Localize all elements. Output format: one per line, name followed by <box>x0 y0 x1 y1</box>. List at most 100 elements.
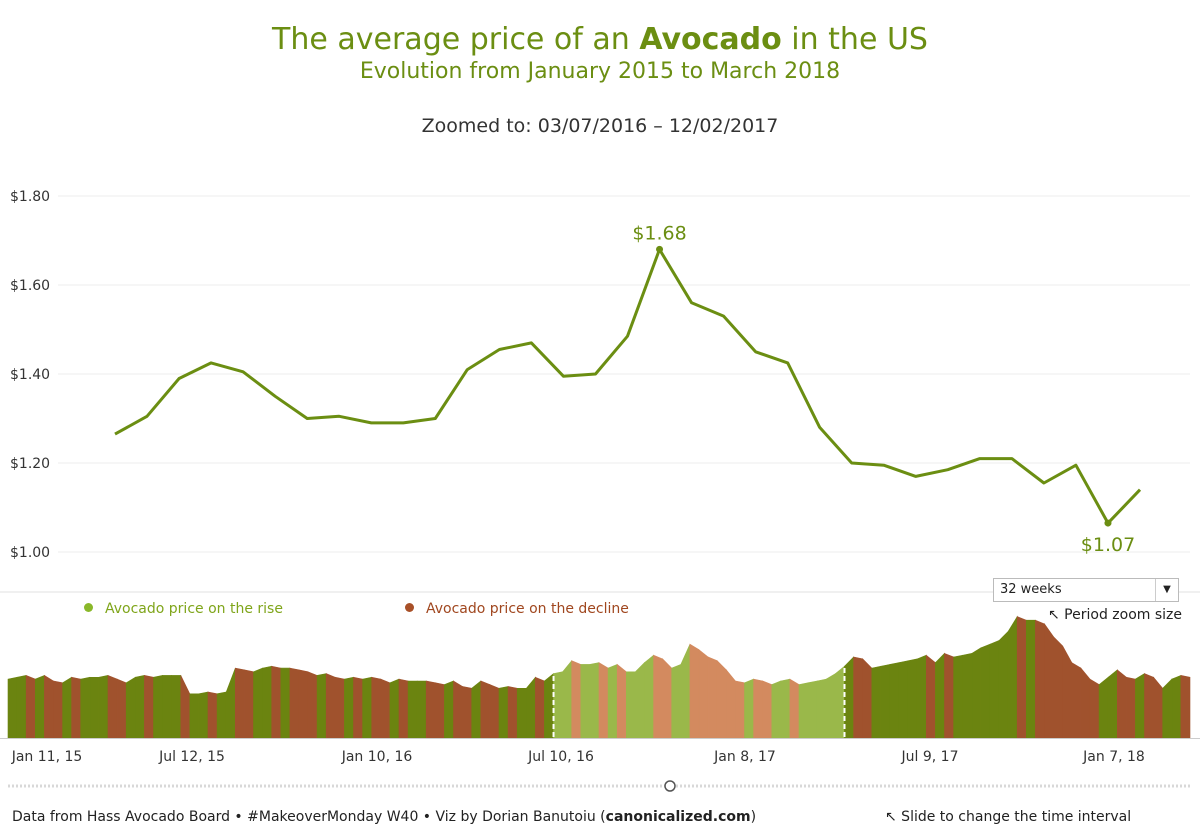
y-tick-label: $1.00 <box>10 545 50 561</box>
navigator-segment <box>425 680 436 739</box>
navigator-segment <box>898 660 909 739</box>
annotation-label: $1.07 <box>1081 534 1135 556</box>
navigator-segment <box>153 675 163 739</box>
y-tick-label: $1.40 <box>10 367 50 383</box>
navigator-segment <box>571 660 582 739</box>
scrollbar-thumb[interactable] <box>664 780 676 792</box>
navigator-segment <box>626 671 636 739</box>
navigator-segment <box>1135 673 1145 739</box>
navigator-segment <box>635 661 645 739</box>
navigator-segment <box>826 673 836 739</box>
navigator-segment <box>607 663 618 739</box>
period-select[interactable]: 32 weeks ▼ <box>993 578 1179 602</box>
navigator-segment <box>871 665 882 739</box>
navigator-segment <box>653 654 663 739</box>
navigator-segment <box>325 673 336 739</box>
navigator-segment <box>1144 673 1154 739</box>
footer-credits: Data from Hass Avocado Board • #Makeover… <box>12 808 756 826</box>
navigator-segment <box>507 686 518 739</box>
navigator-segment <box>1080 667 1091 739</box>
period-zoom-hint: ↖ Period zoom size <box>1048 607 1182 623</box>
navigator-segment <box>680 644 691 739</box>
x-tick-label: Jan 11, 15 <box>11 749 83 765</box>
navigator-segment <box>844 656 854 739</box>
navigator-segment <box>116 678 127 739</box>
navigator-segment <box>671 663 682 739</box>
navigator-segment <box>716 659 727 739</box>
navigator-segment <box>53 680 63 739</box>
navigator-segment <box>816 678 827 739</box>
navigator-segment <box>216 691 227 739</box>
navigator-segment <box>880 664 891 739</box>
navigator-segment <box>1098 676 1109 739</box>
y-tick-label: $1.60 <box>10 278 50 294</box>
navigator-segment <box>516 688 527 739</box>
x-tick-label: Jan 7, 18 <box>1082 749 1145 765</box>
navigator-segment <box>16 675 27 739</box>
navigator-segment <box>344 676 354 739</box>
footer-prefix: Data from Hass Avocado Board • #Makeover… <box>12 809 606 825</box>
navigator-segment <box>1153 676 1163 739</box>
chart-title: The average price of an Avocado in the U… <box>0 22 1200 58</box>
navigator-segment <box>71 676 81 739</box>
navigator-segment <box>462 686 472 739</box>
x-tick-label: Jul 9, 17 <box>901 749 959 765</box>
navigator-segment <box>835 665 845 739</box>
navigator-segment <box>198 691 209 739</box>
x-tick-label: Jan 10, 16 <box>341 749 413 765</box>
footer-link[interactable]: canonicalized.com <box>605 809 751 825</box>
navigator-segment <box>944 652 954 739</box>
navigator-segment <box>707 656 718 739</box>
chart-subtitle: Evolution from January 2015 to March 201… <box>359 59 841 84</box>
navigator-segment <box>1026 619 1036 739</box>
navigator-segment <box>762 680 773 739</box>
navigator-segment <box>1071 662 1082 739</box>
navigator-segment <box>807 680 818 739</box>
navigator-segment <box>935 652 945 739</box>
navigator-segment <box>289 667 300 739</box>
navigator-segment <box>1126 676 1136 739</box>
navigator-segment <box>244 669 254 739</box>
chevron-down-icon[interactable]: ▼ <box>1155 579 1178 601</box>
navigator-segment <box>35 674 45 739</box>
navigator-segment <box>416 680 427 739</box>
navigator-segment <box>271 665 282 739</box>
navigator-segment <box>125 676 136 739</box>
navigator-segment <box>162 675 172 739</box>
navigator-segment <box>471 680 482 739</box>
navigator-segment <box>726 669 736 739</box>
navigator-segment <box>362 676 372 739</box>
navigator-segment <box>389 678 400 739</box>
navigator-segment <box>553 671 563 739</box>
navigator-segment <box>1016 616 1027 739</box>
price-line <box>114 247 1142 525</box>
navigator-segment <box>480 680 491 739</box>
navigator-segment <box>644 654 654 739</box>
navigator-segment <box>562 659 572 739</box>
navigator-segment <box>144 675 154 739</box>
navigator-segment <box>962 653 973 739</box>
navigator-segment <box>307 671 318 739</box>
legend-decline[interactable]: Avocado price on the decline <box>405 600 629 618</box>
navigator-segment <box>444 680 454 739</box>
legend-decline-dot <box>405 603 414 612</box>
navigator-segment <box>353 676 363 739</box>
navigator-segment <box>262 665 272 739</box>
navigator-segment <box>207 691 218 739</box>
navigator-segment <box>862 658 873 739</box>
navigator-segment <box>316 673 327 739</box>
navigator-segment <box>980 643 991 739</box>
zoom-range-label: Zoomed to: 03/07/2016 – 12/02/2017 <box>421 115 779 137</box>
annotation-label: $1.68 <box>632 222 686 244</box>
navigator-segment <box>235 667 245 739</box>
navigator-segment <box>498 686 509 739</box>
navigator-segment <box>580 664 591 739</box>
navigator-segment <box>171 675 182 739</box>
navigator-segment <box>298 669 309 739</box>
navigator-segment <box>89 677 100 739</box>
navigator-segment <box>453 680 463 739</box>
navigator-segment <box>798 682 809 739</box>
navigator-segment <box>544 672 554 739</box>
legend-rise[interactable]: Avocado price on the rise <box>84 600 283 618</box>
